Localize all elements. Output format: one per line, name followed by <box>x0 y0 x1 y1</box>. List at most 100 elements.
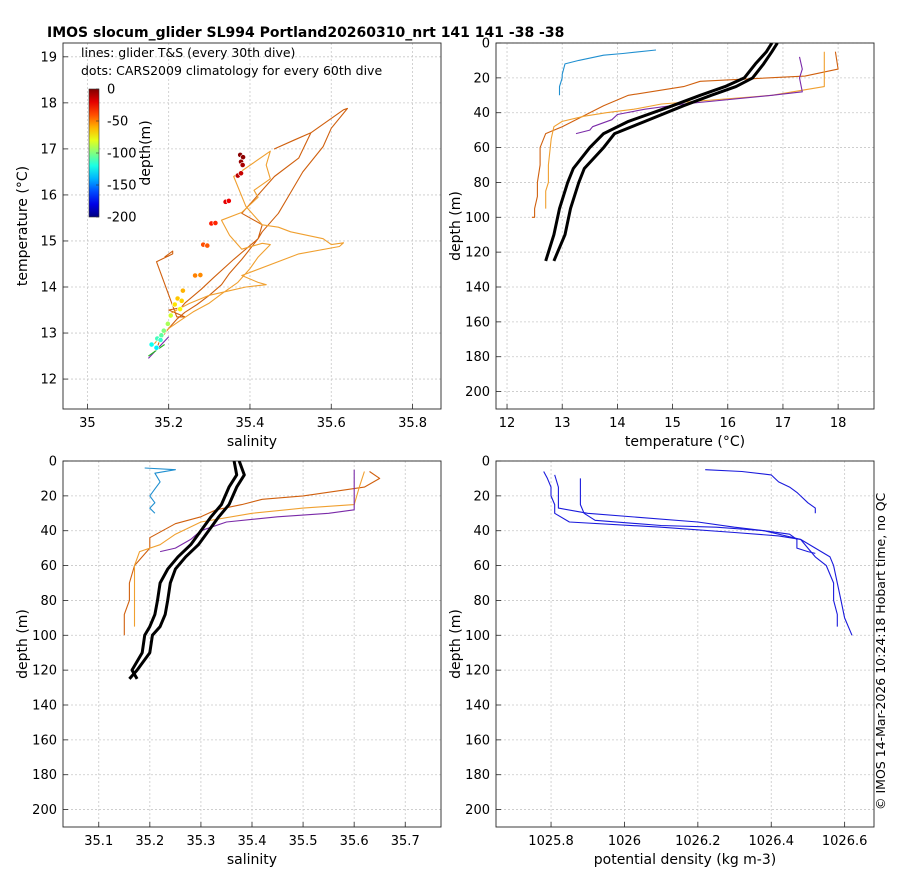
axes-frame <box>495 42 875 410</box>
series-line-dive-d <box>144 467 176 514</box>
y-tick-label: 100 <box>32 629 57 644</box>
y-tick-label: 19 <box>40 50 57 65</box>
climatology-dot <box>180 287 186 294</box>
y-tick-label: 12 <box>40 373 57 388</box>
plot-area <box>543 469 853 636</box>
x-tick-label: 35.7 <box>391 834 420 849</box>
y-tick-label: 200 <box>465 385 490 400</box>
y-tick-label: 20 <box>473 489 490 504</box>
series-line-dive-a <box>123 471 381 636</box>
y-tick-label: 100 <box>465 629 490 644</box>
axes-frame <box>62 460 442 828</box>
y-tick-label: 0 <box>482 37 490 52</box>
y-tick-label: 13 <box>40 327 57 342</box>
plot-area <box>531 43 839 262</box>
y-tick-label: 20 <box>40 489 57 504</box>
colorbar-tick-label: -100 <box>107 147 137 162</box>
x-tick-label: 18 <box>830 416 847 431</box>
y-tick-label: 0 <box>49 455 57 470</box>
x-axis-label: salinity <box>227 434 277 450</box>
x-tick-label: 35.3 <box>186 834 215 849</box>
y-axis-label: depth (m) <box>448 191 464 261</box>
y-tick-label: 15 <box>40 234 57 249</box>
y-tick-label: 0 <box>482 455 490 470</box>
colorbar-tick-label: -200 <box>107 211 137 226</box>
climatology-dot <box>167 312 174 319</box>
series-line-dive-c <box>159 469 355 553</box>
y-tick-label: 140 <box>465 281 490 296</box>
climatology-dot <box>160 327 167 334</box>
climatology-dot <box>153 344 160 351</box>
y-tick-label: 180 <box>32 768 57 783</box>
series-line-dive-b <box>151 150 345 347</box>
x-tick-label: 35.5 <box>289 834 318 849</box>
plot-area <box>147 107 349 359</box>
x-tick-label: 35.2 <box>154 416 183 431</box>
y-tick-label: 40 <box>473 106 490 121</box>
climatology-dot <box>197 272 204 278</box>
series-line-dive-c <box>575 56 803 135</box>
y-tick-label: 40 <box>40 524 57 539</box>
climatology-dot <box>238 170 244 177</box>
x-tick-label: 17 <box>775 416 792 431</box>
climatology-dot <box>178 297 185 304</box>
y-axis-label: depth (m) <box>15 609 31 679</box>
x-tick-label: 16 <box>719 416 736 431</box>
y-tick-label: 18 <box>40 96 57 111</box>
climatology-line-clim-left <box>544 43 774 262</box>
series-line-dive-d <box>558 49 657 96</box>
x-tick-label: 1026.2 <box>675 834 721 849</box>
climatology-dot <box>171 301 178 308</box>
x-tick-label: 35.8 <box>398 416 427 431</box>
y-axis-label: depth (m) <box>448 609 464 679</box>
colorbar-tick-label: -50 <box>107 115 128 130</box>
y-tick-label: 140 <box>465 699 490 714</box>
figure-title: IMOS slocum_glider SL994 Portland2026031… <box>47 25 564 41</box>
y-tick-label: 120 <box>465 664 490 679</box>
y-tick-label: 20 <box>473 71 490 86</box>
x-tick-label: 1026.6 <box>822 834 868 849</box>
climatology-dot <box>212 220 219 226</box>
x-tick-label: 12 <box>499 416 516 431</box>
footer-note: © IMOS 14-Mar-2026 10:24:18 Hobart time,… <box>873 492 888 810</box>
climatology-line-clim-right <box>552 43 779 262</box>
series-line-dive-a <box>543 471 853 636</box>
climatology-dot <box>157 337 164 343</box>
climatology-dot <box>204 242 211 249</box>
x-tick-label: 13 <box>554 416 571 431</box>
y-tick-label: 180 <box>465 350 490 365</box>
y-tick-label: 140 <box>32 699 57 714</box>
climatology-line-clim-right <box>128 461 246 680</box>
axes-frame <box>62 42 442 410</box>
climatology-line-clim-left <box>130 461 239 680</box>
y-tick-label: 200 <box>32 803 57 818</box>
climatology-dot <box>164 320 171 327</box>
x-tick-label: 35.1 <box>84 834 113 849</box>
y-tick-label: 160 <box>32 733 57 748</box>
y-tick-label: 160 <box>465 733 490 748</box>
y-axis-label: temperature (°C) <box>15 166 31 286</box>
y-tick-label: 16 <box>40 188 57 203</box>
y-tick-label: 80 <box>40 594 57 609</box>
x-tick-label: 35.4 <box>238 834 267 849</box>
y-tick-label: 180 <box>465 768 490 783</box>
climatology-dot <box>192 272 198 279</box>
series-line-dive-d <box>705 469 816 514</box>
y-tick-label: 80 <box>473 176 490 191</box>
y-tick-label: 120 <box>32 664 57 679</box>
x-axis-label: salinity <box>227 852 277 868</box>
series-line-dive-a <box>155 107 349 350</box>
y-tick-label: 60 <box>40 559 57 574</box>
axes-frame <box>495 460 875 828</box>
series-line-dive-a <box>531 51 839 218</box>
y-tick-label: 80 <box>473 594 490 609</box>
y-tick-label: 100 <box>465 211 490 226</box>
chart-temp: 12 13 14 15 16 17 1802040608010012014016018020… <box>448 37 875 450</box>
y-tick-label: 60 <box>473 559 490 574</box>
series-line-dive-b <box>554 474 838 627</box>
x-tick-label: 1026 <box>608 834 641 849</box>
climatology-dot <box>239 162 246 168</box>
x-axis-label: temperature (°C) <box>625 434 745 450</box>
y-tick-label: 60 <box>473 141 490 156</box>
